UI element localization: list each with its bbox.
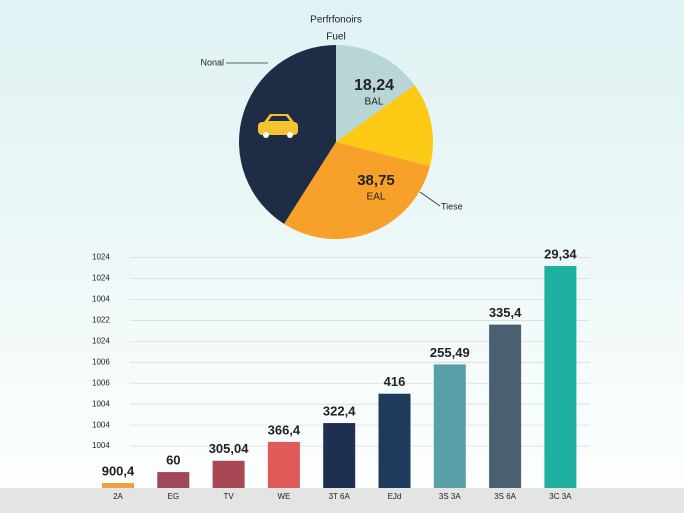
x-tick-label: 3S 3A bbox=[439, 492, 461, 501]
x-tick-label: 3T 6A bbox=[329, 492, 351, 501]
x-tick-label: 3C 3A bbox=[549, 492, 572, 501]
y-tick-label: 1024 bbox=[92, 336, 110, 345]
bar bbox=[544, 265, 577, 488]
slice-label: Tiese bbox=[441, 201, 463, 211]
bar-annotation: 322,4 bbox=[323, 403, 356, 418]
x-tick-label: TV bbox=[223, 492, 234, 501]
pie-slice bbox=[284, 142, 430, 239]
y-tick-label: 1004 bbox=[92, 295, 110, 304]
bar-annotation: 305,04 bbox=[209, 441, 250, 456]
y-tick-label: 1004 bbox=[92, 441, 110, 450]
bar-annotation: 29,34 bbox=[544, 246, 577, 261]
x-tick-label: 2A bbox=[113, 492, 123, 501]
car-icon bbox=[258, 114, 298, 138]
slice-label: Nonal bbox=[200, 57, 224, 67]
bar bbox=[433, 364, 466, 488]
bar bbox=[323, 423, 356, 488]
x-tick-label: EJd bbox=[388, 492, 402, 501]
bar-chart: 1004 1004 1004 1006 1006 1024 1022 1004 1024 1024… bbox=[92, 246, 590, 501]
pie-title: Perfrfonoirs bbox=[310, 15, 362, 26]
y-tick-label: 1004 bbox=[92, 420, 110, 429]
pie-slice bbox=[336, 84, 433, 167]
bar-annotation: 255,49 bbox=[430, 345, 470, 360]
bar bbox=[157, 472, 190, 488]
bar bbox=[378, 393, 411, 488]
slice-annotation: EAL bbox=[367, 192, 386, 203]
bar bbox=[102, 482, 134, 488]
y-tick-label: 1006 bbox=[92, 357, 110, 366]
callout-line bbox=[419, 191, 441, 207]
bar-annotation: 60 bbox=[166, 453, 180, 468]
y-tick-label: 1004 bbox=[92, 399, 110, 408]
pie bbox=[239, 44, 433, 239]
pie-subtitle: Fuel bbox=[326, 32, 345, 43]
y-tick-label: 1022 bbox=[92, 316, 110, 325]
bar-annotation: 416 bbox=[384, 374, 406, 389]
bar-annotation: 900,4 bbox=[102, 463, 135, 478]
slice-annotation: BAL bbox=[365, 97, 384, 108]
y-tick-label: 1024 bbox=[92, 274, 110, 283]
y-tick-label: 1006 bbox=[92, 378, 110, 387]
pie-slice bbox=[336, 45, 415, 142]
slice-annotation: 18,24 bbox=[354, 77, 394, 94]
bar bbox=[267, 441, 300, 488]
bar bbox=[489, 324, 522, 488]
slice-annotation: 38,75 bbox=[357, 172, 395, 189]
y-tick-label: 1024 bbox=[92, 253, 110, 262]
bar bbox=[212, 460, 245, 488]
footer-strip bbox=[0, 488, 684, 513]
x-tick-label: EG bbox=[168, 492, 180, 501]
x-tick-label: WE bbox=[277, 492, 290, 501]
x-tick-label: 3S 6A bbox=[494, 492, 516, 501]
bar-annotation: 366,4 bbox=[268, 422, 301, 437]
bar-annotation: 335,4 bbox=[489, 305, 522, 320]
